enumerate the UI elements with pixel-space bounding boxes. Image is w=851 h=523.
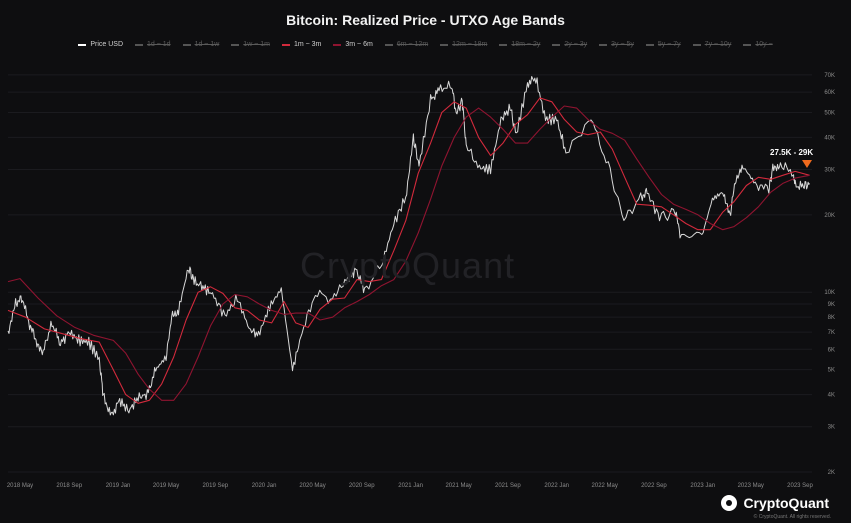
legend-swatch <box>499 43 508 46</box>
legend-swatch <box>78 43 87 46</box>
y-tick-label: 5K <box>828 368 835 374</box>
legend-label: 18m ~ 2y <box>511 41 541 48</box>
x-tick-label: 2021 May <box>445 483 471 489</box>
legend-swatch <box>281 43 290 46</box>
annotation-marker-icon <box>802 160 812 168</box>
legend-item[interactable]: 3y ~ 5y <box>599 41 634 48</box>
x-tick-label: 2019 Sep <box>202 483 228 489</box>
legend-item[interactable]: 1d ~ 1d <box>135 41 171 48</box>
x-axis: 2018 May 2018 Sep 2019 Jan 2019 May 2019 Sep… <box>7 483 814 489</box>
legend-swatch <box>552 43 561 46</box>
y-tick-label: 8K <box>828 315 835 321</box>
series-layer <box>7 76 810 416</box>
legend-label: 1d ~ 1w <box>194 41 220 48</box>
chart-title: Bitcoin: Realized Price - UTXO Age Bands <box>286 12 565 28</box>
legend-item[interactable]: 10y ~ <box>743 41 773 48</box>
legend-label: 10y ~ <box>755 41 773 48</box>
y-tick-label: 9K <box>828 302 835 308</box>
x-tick-label: 2019 Jan <box>106 483 131 489</box>
legend-label: 5y ~ 7y <box>657 41 681 48</box>
legend-item[interactable]: Price USD <box>78 41 123 48</box>
y-axis: 70K 60K 50K 40K 30K 20K 10K 9K 8K 7K 6K 5K 4K 3K 2K <box>824 73 835 476</box>
legend-label: 1m ~ 3m <box>293 41 322 48</box>
x-tick-label: 2023 Jan <box>690 483 715 489</box>
y-tick-label: 60K <box>824 90 835 96</box>
brand: CryptoQuant <box>721 495 829 511</box>
y-tick-label: 2K <box>828 470 835 476</box>
legend-item[interactable]: 2y ~ 3y <box>552 41 587 48</box>
legend-label: 7y ~ 10y <box>704 41 732 48</box>
series-line-3m-6m <box>7 105 810 401</box>
legend-item[interactable]: 1d ~ 1w <box>182 41 220 48</box>
legend-swatch <box>743 43 752 46</box>
legend-item[interactable]: 5y ~ 7y <box>645 41 681 48</box>
y-tick-label: 50K <box>824 110 835 116</box>
series-line-1m-3m <box>7 97 810 404</box>
legend-swatch <box>135 43 144 46</box>
y-tick-label: 30K <box>824 168 835 174</box>
legend-label: 3y ~ 5y <box>611 41 634 48</box>
y-tick-label: 4K <box>828 393 835 399</box>
legend-item[interactable]: 18m ~ 2y <box>499 41 540 48</box>
y-tick-label: 7K <box>828 330 835 336</box>
x-tick-label: 2018 May <box>7 483 33 489</box>
x-tick-label: 2020 Sep <box>349 483 375 489</box>
cryptoquant-logo-icon <box>721 495 738 511</box>
legend-item[interactable]: 6m ~ 12m <box>384 41 429 48</box>
brand-name: CryptoQuant <box>743 495 829 511</box>
legend-label: 1d ~ 1d <box>147 41 171 48</box>
legend-label: 6m ~ 12m <box>396 41 429 48</box>
legend-label: 3m ~ 6m <box>345 41 373 48</box>
watermark: CryptoQuant <box>300 245 516 286</box>
legend-swatch <box>231 43 240 46</box>
series-line-price-usd <box>7 76 810 416</box>
legend-swatch <box>440 43 449 46</box>
legend-item[interactable]: 1w ~ 1m <box>231 41 270 48</box>
x-tick-label: 2023 May <box>738 483 764 489</box>
legend-label: 12m ~ 18m <box>452 41 488 48</box>
x-tick-label: 2020 Jan <box>252 483 277 489</box>
x-tick-label: 2022 Sep <box>641 483 667 489</box>
legend-swatch <box>645 43 654 46</box>
legend-label: Price USD <box>90 41 124 48</box>
legend-item[interactable]: 7y ~ 10y <box>692 41 732 48</box>
x-tick-label: 2022 May <box>592 483 618 489</box>
y-tick-label: 10K <box>824 290 835 296</box>
x-tick-label: 2022 Jan <box>544 483 569 489</box>
x-tick-label: 2021 Jan <box>398 483 423 489</box>
legend-swatch <box>599 43 608 46</box>
y-tick-label: 6K <box>828 347 835 353</box>
y-tick-label: 40K <box>824 135 835 141</box>
y-tick-label: 70K <box>824 73 835 79</box>
legend-swatch <box>384 43 393 46</box>
legend: Price USD 1d ~ 1d 1d ~ 1w 1w ~ 1m 1m ~ 3m 3m … <box>0 41 851 48</box>
y-tick-label: 3K <box>828 425 835 431</box>
legend-item[interactable]: 1m ~ 3m <box>281 41 322 48</box>
price-band-annotation: 27.5K - 29K <box>770 148 814 157</box>
legend-item[interactable]: 12m ~ 18m <box>440 41 487 48</box>
legend-swatch <box>182 43 191 46</box>
legend-item[interactable]: 3m ~ 6m <box>333 41 373 48</box>
x-tick-label: 2018 Sep <box>56 483 82 489</box>
legend-swatch <box>692 43 701 46</box>
legend-swatch <box>333 43 342 46</box>
copyright: © CryptoQuant. All rights reserved. <box>753 514 831 520</box>
legend-label: 1w ~ 1m <box>243 41 270 48</box>
legend-label: 2y ~ 3y <box>564 41 588 48</box>
y-tick-label: 20K <box>824 213 835 219</box>
x-tick-label: 2020 May <box>299 483 325 489</box>
x-tick-label: 2021 Sep <box>495 483 521 489</box>
x-tick-label: 2019 May <box>153 483 179 489</box>
x-tick-label: 2023 Sep <box>787 483 813 489</box>
